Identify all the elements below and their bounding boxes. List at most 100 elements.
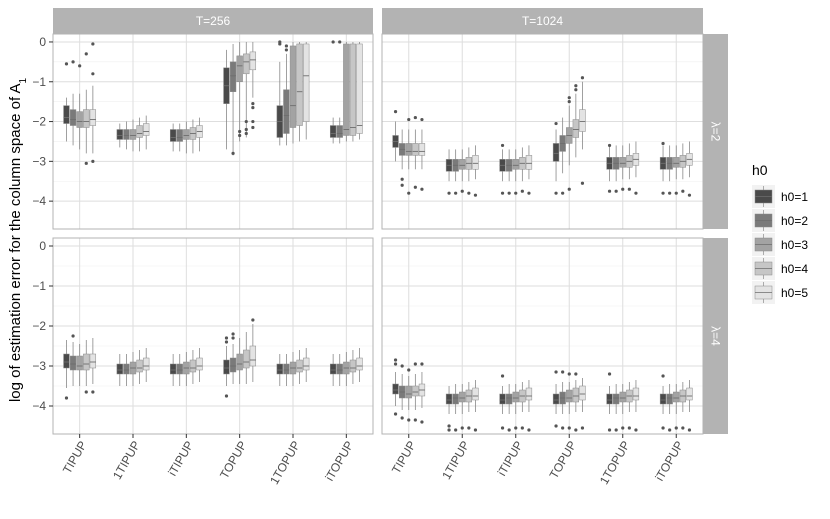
box-h0=2 <box>506 384 513 432</box>
outlier-point <box>607 189 612 193</box>
outlier-point <box>251 125 255 130</box>
box-iqr <box>196 357 203 371</box>
outlier-point <box>621 426 625 430</box>
box-h0=5 <box>418 117 426 191</box>
y-tick-label: −2 <box>32 115 46 129</box>
box-h0=5 <box>89 338 97 394</box>
outlier-point <box>567 426 571 430</box>
box-h0=5 <box>249 41 257 130</box>
outlier-point <box>674 191 678 195</box>
box-h0=4 <box>189 119 197 154</box>
box-h0=4 <box>519 382 526 430</box>
outlier-point <box>554 370 558 374</box>
box-iqr <box>405 385 412 399</box>
box-iqr <box>525 387 533 401</box>
panel-background <box>53 34 373 229</box>
box-h0=3 <box>76 344 83 386</box>
outlier-point <box>84 161 88 165</box>
box-iqr <box>303 357 310 371</box>
outlier-point <box>574 372 578 376</box>
box-iqr <box>276 363 283 375</box>
box-h0=4 <box>626 382 633 430</box>
outlier-point <box>91 72 95 76</box>
outlier-point <box>674 426 678 430</box>
outlier-point <box>71 60 75 64</box>
box-iqr <box>143 123 150 136</box>
box-h0=1 <box>63 340 70 400</box>
outlier-point <box>400 177 404 181</box>
box-iqr <box>63 353 70 369</box>
box-h0=3 <box>343 41 350 142</box>
outlier-point <box>634 191 638 195</box>
box-h0=5 <box>303 41 310 140</box>
box-iqr <box>405 143 412 156</box>
box-h0=5 <box>196 117 203 152</box>
outlier-point <box>687 428 692 432</box>
outlier-point <box>681 426 685 430</box>
box-h0=5 <box>686 380 693 432</box>
outlier-point <box>420 420 424 424</box>
box-h0=1 <box>116 123 123 148</box>
outlier-point <box>500 191 505 195</box>
box-h0=1 <box>499 374 506 430</box>
box-iqr <box>412 143 419 156</box>
outlier-point <box>447 428 451 432</box>
column-strip-bg <box>53 8 373 34</box>
box-iqr <box>283 89 290 134</box>
outlier-point <box>231 332 235 336</box>
panel-border <box>52 33 374 230</box>
box-iqr <box>349 43 357 136</box>
outlier-point <box>621 187 625 191</box>
box-iqr <box>552 393 560 405</box>
box-iqr <box>343 43 350 136</box>
box-iqr <box>236 55 243 83</box>
panel-background <box>382 238 703 434</box>
box-h0=5 <box>632 380 640 432</box>
legend: h0 h0=1 h0=2 h0=3 h0=4 h0=5 <box>752 162 808 304</box>
panel <box>52 237 374 435</box>
box-iqr <box>619 391 626 403</box>
box-h0=3 <box>619 384 626 430</box>
box-h0=3 <box>566 372 573 430</box>
outlier-point <box>393 362 398 366</box>
outlier-point <box>413 418 417 422</box>
box-h0=4 <box>136 350 143 384</box>
box-h0=2 <box>666 145 673 195</box>
box-h0=1 <box>223 49 230 150</box>
box-iqr <box>176 363 183 375</box>
box-h0=1 <box>329 40 337 144</box>
box-h0=5 <box>525 145 533 195</box>
box-iqr <box>579 109 586 132</box>
box-h0=3 <box>236 41 243 142</box>
column-strip-bg <box>382 8 703 34</box>
panel-border <box>381 237 704 435</box>
legend-item: h0=1 <box>752 185 808 208</box>
box-iqr <box>243 349 250 369</box>
panel-border <box>381 33 704 230</box>
row-strip-bg <box>703 238 728 434</box>
outlier-point <box>668 428 672 432</box>
box-iqr <box>136 359 143 373</box>
legend-label: h0=5 <box>781 286 808 300</box>
box-h0=1 <box>445 386 453 432</box>
outlier-point <box>407 191 411 195</box>
box-iqr <box>356 43 363 134</box>
outlier-point <box>224 340 229 344</box>
outlier-point <box>400 416 404 420</box>
box-iqr <box>472 155 479 170</box>
box-h0=4 <box>83 52 90 165</box>
box-iqr <box>686 387 693 401</box>
outlier-point <box>251 318 255 322</box>
outlier-point <box>238 129 242 134</box>
outlier-point <box>467 426 471 430</box>
box-h0=2 <box>176 354 183 386</box>
box-h0=2 <box>399 129 406 187</box>
box-h0=2 <box>283 354 290 386</box>
x-tick-label: TIPUP <box>389 439 419 477</box>
box-h0=4 <box>349 41 357 142</box>
box-iqr <box>69 109 77 126</box>
outlier-point <box>393 110 398 114</box>
x-tick-label: iTOPUP <box>652 439 686 484</box>
box-h0=2 <box>613 384 620 432</box>
outlier-point <box>224 394 229 398</box>
